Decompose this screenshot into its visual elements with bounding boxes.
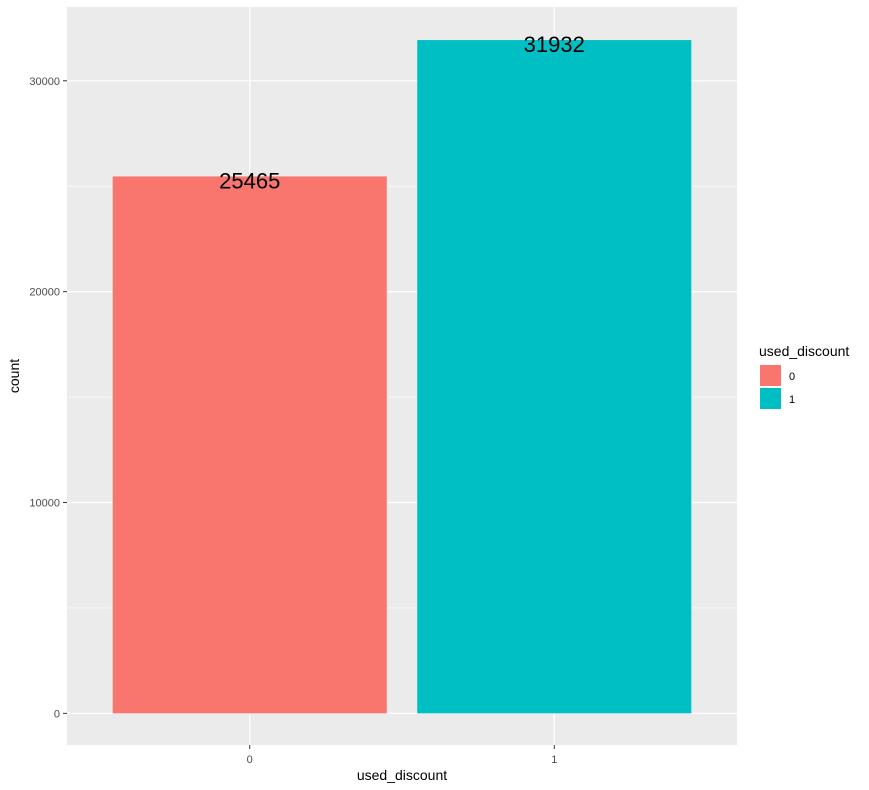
data-label-1: 31932 bbox=[524, 32, 585, 57]
x-axis-title: used_discount bbox=[357, 767, 447, 783]
legend-title: used_discount bbox=[759, 343, 849, 359]
y-tick-label: 30000 bbox=[29, 76, 60, 88]
data-label-0: 25465 bbox=[219, 168, 280, 193]
x-tick-label: 1 bbox=[551, 754, 557, 766]
x-tick-label: 0 bbox=[247, 754, 253, 766]
legend-key-1 bbox=[760, 388, 781, 409]
legend-label-1: 1 bbox=[789, 394, 795, 406]
y-tick-label: 0 bbox=[54, 708, 60, 720]
legend-key-0 bbox=[760, 365, 781, 386]
legend-label-0: 0 bbox=[789, 371, 795, 383]
y-tick-label: 10000 bbox=[29, 498, 60, 510]
data-labels: 25465 31932 bbox=[219, 32, 585, 193]
bar-0 bbox=[112, 176, 387, 714]
y-tick-label: 20000 bbox=[29, 287, 60, 299]
legend: used_discount 0 1 bbox=[759, 343, 849, 409]
bar-1 bbox=[417, 40, 692, 714]
y-axis-title: count bbox=[6, 359, 22, 393]
bars bbox=[112, 40, 692, 714]
y-axis: 0 10000 20000 30000 bbox=[29, 76, 67, 720]
